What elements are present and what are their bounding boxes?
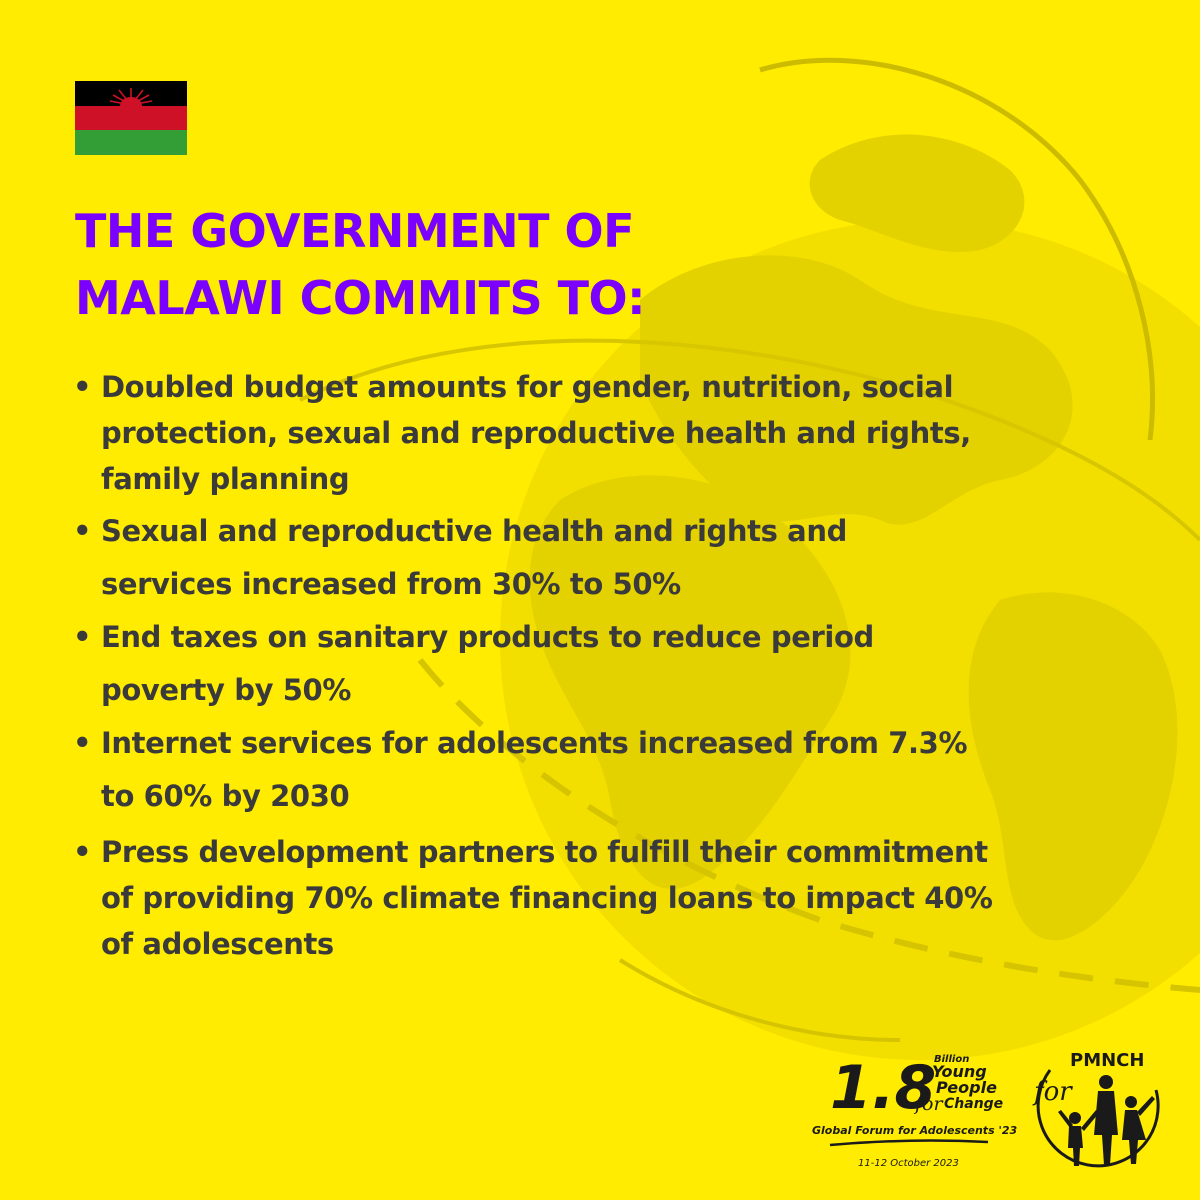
family-figures-icon bbox=[1058, 1075, 1155, 1166]
pmnch-for: for bbox=[1032, 1077, 1073, 1107]
pmnch-name: PMNCH bbox=[1070, 1050, 1144, 1071]
logo-billion: Billion bbox=[934, 1054, 969, 1065]
logo-number: 1.8 bbox=[830, 1053, 936, 1123]
commitments-list: Doubled budget amounts for gender, nutri… bbox=[73, 364, 1063, 967]
list-item: Doubled budget amounts for gender, nutri… bbox=[73, 364, 1061, 502]
logo-young: Young bbox=[932, 1062, 987, 1081]
title-line-2: MALAWI COMMITS TO: bbox=[75, 271, 646, 325]
logo-dates: 11-12 October 2023 bbox=[858, 1158, 959, 1169]
young-people-for-change-logo: 1.8 Billion Young People for Change Glob… bbox=[812, 1053, 1017, 1169]
list-item: End taxes on sanitary products to reduce… bbox=[73, 611, 981, 717]
page-title: THE GOVERNMENT OF MALAWI COMMITS TO: bbox=[75, 198, 875, 332]
logo-for: for bbox=[913, 1093, 944, 1115]
pmnch-logo: PMNCH for bbox=[1032, 1050, 1160, 1168]
rising-sun-icon bbox=[109, 88, 153, 106]
list-item: Sexual and reproductive health and right… bbox=[73, 505, 961, 611]
logo-people: People bbox=[936, 1078, 997, 1097]
title-line-1: THE GOVERNMENT OF bbox=[75, 204, 635, 258]
list-item: Internet services for adolescents increa… bbox=[73, 717, 1001, 823]
malawi-flag bbox=[75, 81, 187, 155]
logo-change: Change bbox=[944, 1096, 1003, 1112]
list-item: Press development partners to fulfill th… bbox=[73, 829, 1001, 967]
logo-forum: Global Forum for Adolescents '23 bbox=[812, 1124, 1017, 1137]
